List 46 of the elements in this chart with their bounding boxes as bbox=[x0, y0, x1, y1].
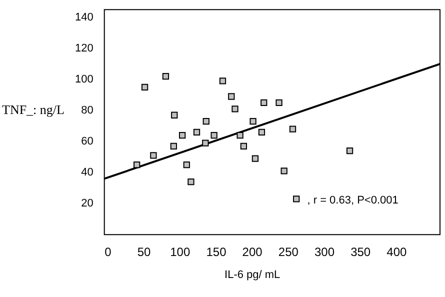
point bbox=[141, 84, 148, 91]
point bbox=[193, 128, 200, 136]
point bbox=[171, 112, 178, 118]
y-axis-title: TNF_: ng/L bbox=[2, 102, 65, 117]
point bbox=[346, 147, 354, 154]
point bbox=[188, 178, 194, 186]
x-tick-label: 150 bbox=[206, 245, 227, 260]
point bbox=[236, 132, 244, 139]
x-axis-title: IL-6 pg/ mL bbox=[224, 269, 280, 282]
point bbox=[260, 99, 268, 106]
point bbox=[202, 140, 209, 146]
point bbox=[170, 142, 177, 150]
y-tick-label: 100 bbox=[74, 73, 94, 86]
point bbox=[293, 196, 300, 202]
point bbox=[202, 118, 210, 125]
point bbox=[289, 126, 296, 132]
point bbox=[276, 99, 282, 106]
y-tick-label: 80 bbox=[81, 104, 94, 116]
point bbox=[258, 128, 266, 136]
point bbox=[232, 106, 238, 112]
point bbox=[280, 168, 288, 174]
y-tick-label: 120 bbox=[74, 42, 94, 54]
point bbox=[178, 132, 186, 139]
annotation: , r = 0.63, P<0.001 bbox=[307, 194, 398, 206]
point bbox=[252, 155, 259, 162]
point bbox=[150, 152, 157, 159]
point bbox=[134, 161, 140, 168]
y-tick-label: 140 bbox=[74, 11, 94, 24]
x-tick-label: 100 bbox=[170, 245, 190, 260]
point bbox=[219, 78, 226, 84]
y-tick-label: 20 bbox=[81, 198, 94, 210]
point bbox=[228, 93, 235, 100]
x-tick-label: 200 bbox=[242, 245, 263, 260]
x-tick-label: 300 bbox=[314, 245, 335, 260]
x-tick-label: 350 bbox=[350, 245, 371, 260]
x-tick-label: 0 bbox=[104, 245, 112, 260]
x-tick-label: 50 bbox=[137, 245, 152, 260]
point bbox=[162, 72, 170, 80]
point bbox=[210, 132, 218, 139]
point bbox=[183, 161, 190, 168]
x-tick-label: 250 bbox=[278, 245, 299, 260]
point bbox=[250, 118, 256, 125]
y-tick-label: 40 bbox=[81, 166, 94, 179]
y-tick-label: 60 bbox=[81, 136, 94, 148]
point bbox=[240, 142, 247, 150]
x-tick-label: 400 bbox=[386, 245, 408, 260]
